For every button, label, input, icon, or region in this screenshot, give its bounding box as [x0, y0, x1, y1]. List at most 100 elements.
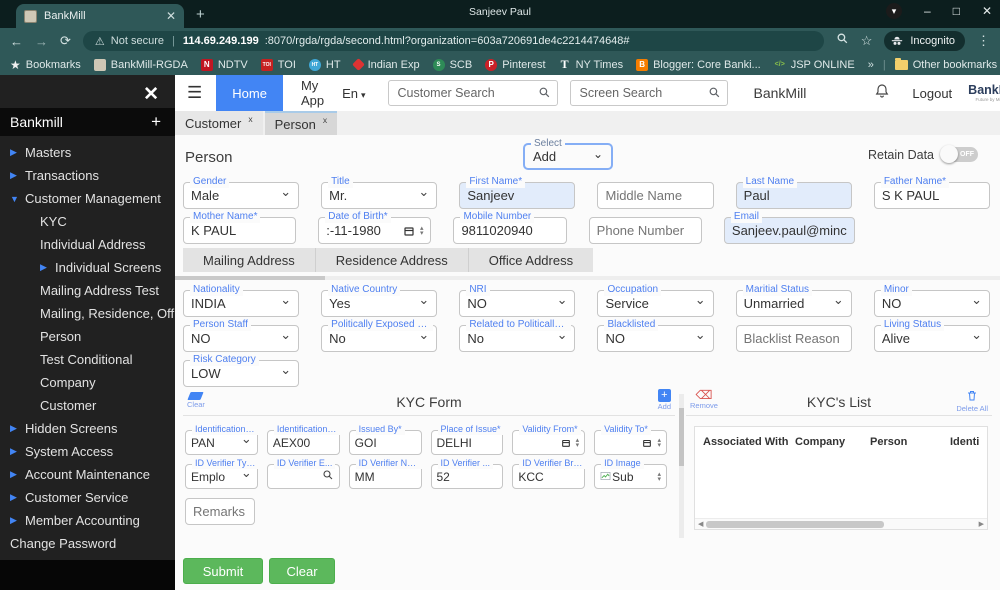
phone-number-field[interactable]: Phone Number [588, 217, 702, 244]
living-status-field[interactable]: Living Status Alive [873, 319, 990, 352]
maximize-button[interactable]: □ [952, 4, 960, 18]
sidebar-item-customer[interactable]: Customer [40, 398, 97, 413]
calendar-icon[interactable] [403, 225, 415, 237]
minor-field[interactable]: Minor NO [873, 284, 990, 317]
mother-name-field[interactable]: Mother Name* K PAUL [183, 211, 297, 244]
person-staff-field[interactable]: Person Staff NO [183, 319, 300, 352]
sidebar-item-transactions[interactable]: Transactions [0, 164, 175, 187]
marital-status-field[interactable]: Maritial Status Unmarried [735, 284, 852, 317]
tab-person[interactable]: Person x [264, 111, 338, 135]
validity-from-field[interactable]: Validity From* [512, 424, 586, 455]
issued-by-field[interactable]: Issued By* GOI [348, 424, 422, 455]
occupation-field[interactable]: Occupation Service [597, 284, 714, 317]
kyc-remove-button[interactable]: ⌫ Remove [690, 388, 718, 410]
bookmark-item[interactable]: HT HT [308, 58, 341, 71]
scroll-left-arrow[interactable]: ◀ [698, 521, 704, 528]
bookmark-item[interactable]: Indian Exp [351, 58, 420, 71]
id-verifier-field[interactable]: ID Verifier ... 52 [430, 458, 504, 489]
sidebar-item-customer-service[interactable]: Customer Service [0, 486, 175, 509]
search-icon[interactable] [836, 32, 849, 50]
bookmark-item[interactable]: ★ Bookmarks [10, 57, 81, 72]
bookmark-item[interactable]: P Pinterest [485, 58, 546, 71]
screen-search-input[interactable] [569, 80, 728, 106]
sidebar-item-hidden-screens[interactable]: Hidden Screens [0, 417, 175, 440]
media-controls-icon[interactable]: ▾ [886, 3, 902, 19]
bookmark-item[interactable]: N NDTV [200, 58, 248, 71]
scrollbar-thumb[interactable] [679, 408, 684, 466]
close-icon[interactable]: x [322, 115, 328, 125]
sidebar-close-icon[interactable]: ✕ [143, 84, 159, 105]
id-verifier-type-field[interactable]: ID Verifier Type* Emplo [185, 458, 259, 489]
hamburger-menu-icon[interactable]: ☰ [187, 83, 203, 102]
last-name-field[interactable]: Last Name Paul [735, 176, 852, 209]
sidebar-item-mailing-address-test[interactable]: Mailing Address Test [40, 283, 159, 298]
reload-icon[interactable]: ⟳ [60, 33, 71, 48]
sidebar-item-account-maintenance[interactable]: Account Maintenance [0, 463, 175, 486]
identification-no-field[interactable]: Identification No.* AEX00 [266, 424, 341, 455]
vertical-scrollbar[interactable] [679, 394, 684, 538]
tab-customer[interactable]: Customer x [175, 111, 263, 135]
tab-close-icon[interactable]: ✕ [165, 9, 176, 23]
id-verifier-search-field[interactable]: ID Verifier E... [266, 458, 340, 489]
scroll-right-arrow[interactable]: ▶ [978, 521, 984, 528]
browser-tab[interactable]: BankMill ✕ [16, 4, 184, 28]
sidebar-item-system-access[interactable]: System Access [0, 440, 175, 463]
bookmark-star-icon[interactable]: ☆ [860, 33, 873, 48]
sidebar-item-test-conditional[interactable]: Test Conditional [40, 352, 133, 367]
id-verifier-branch-field[interactable]: ID Verifier Branch KCC [512, 458, 586, 489]
risk-category-field[interactable]: Risk Category LOW [183, 354, 300, 387]
bookmark-item[interactable]: B Blogger: Core Banki... [636, 58, 761, 71]
minimize-button[interactable]: – [924, 4, 931, 18]
plus-icon[interactable]: + [151, 112, 161, 131]
menu-dots-icon[interactable]: ⋮ [977, 33, 990, 48]
id-image-field[interactable]: ID Image Sub [594, 458, 667, 489]
sidebar-item-kyc[interactable]: KYC [40, 214, 67, 229]
nri-field[interactable]: NRI NO [459, 284, 576, 317]
horizontal-scrollbar[interactable] [175, 276, 1000, 280]
retain-data-toggle[interactable]: OFF [940, 145, 978, 163]
horizontal-scrollbar[interactable]: ◀ ▶ [695, 518, 987, 529]
kyc-delete-all-button[interactable]: Delete All [956, 389, 988, 413]
father-name-field[interactable]: Father Name* S K PAUL [873, 176, 990, 209]
sidebar-item-individual-screens[interactable]: Individual Screens [0, 256, 175, 279]
politically-exposed-field[interactable]: Politically Exposed Pers...No [321, 319, 438, 352]
id-verifier-name-field[interactable]: ID Verifier Name MM [348, 458, 423, 489]
middle-name-field[interactable]: Middle Name [597, 182, 714, 209]
stepper-icon[interactable] [657, 472, 661, 482]
place-of-issue-field[interactable]: Place of Issue* DELHI [430, 424, 504, 455]
new-tab-button[interactable]: + [196, 6, 205, 23]
stepper-icon[interactable] [420, 226, 424, 236]
kyc-add-button[interactable]: + Add [657, 389, 671, 411]
tab-mailing-address[interactable]: Mailing Address [183, 248, 316, 272]
search-icon[interactable] [322, 469, 334, 484]
submit-button[interactable]: Submit [183, 558, 263, 584]
other-bookmarks[interactable]: Other bookmarks [894, 57, 997, 71]
validity-to-field[interactable]: Validity To* [594, 424, 667, 455]
select-mode-dropdown[interactable]: Select Add [523, 138, 613, 170]
bookmark-item[interactable]: TOI TOI [260, 58, 296, 71]
calendar-icon[interactable] [642, 438, 652, 448]
customer-search-input[interactable] [387, 80, 558, 106]
stepper-icon[interactable] [657, 438, 661, 448]
mobile-number-field[interactable]: Mobile Number 9811020940 [453, 211, 567, 244]
stepper-icon[interactable] [576, 438, 580, 448]
blacklist-reason-field[interactable]: Blacklist Reason [735, 325, 852, 352]
sidebar-item-person[interactable]: Person [40, 329, 82, 344]
scrollbar-thumb[interactable] [175, 276, 325, 280]
bookmark-item[interactable]: S SCB [432, 58, 472, 71]
native-country-field[interactable]: Native Country Yes [321, 284, 438, 317]
gender-field[interactable]: Gender Male [183, 176, 300, 209]
sidebar-item-mailing-residence-office[interactable]: Mailing, Residence, Office [40, 306, 175, 321]
close-icon[interactable]: x [248, 114, 253, 124]
sidebar-item-individual-address[interactable]: Individual Address [40, 237, 146, 252]
calendar-icon[interactable] [561, 438, 571, 448]
identification-type-field[interactable]: Identification TypePAN [185, 424, 259, 455]
blacklisted-field[interactable]: Blacklisted NO [597, 319, 714, 352]
sidebar-item-masters[interactable]: Masters [0, 141, 175, 164]
bookmark-item[interactable]: </> JSP ONLINE [774, 58, 855, 71]
back-icon[interactable]: ← [10, 33, 23, 49]
title-field[interactable]: Title Mr. [321, 176, 438, 209]
search-icon[interactable] [538, 86, 551, 104]
address-bar[interactable]: ⚠ Not secure | 114.69.249.199:8070/rgda/… [82, 31, 824, 51]
scrollbar-thumb[interactable] [706, 520, 884, 528]
